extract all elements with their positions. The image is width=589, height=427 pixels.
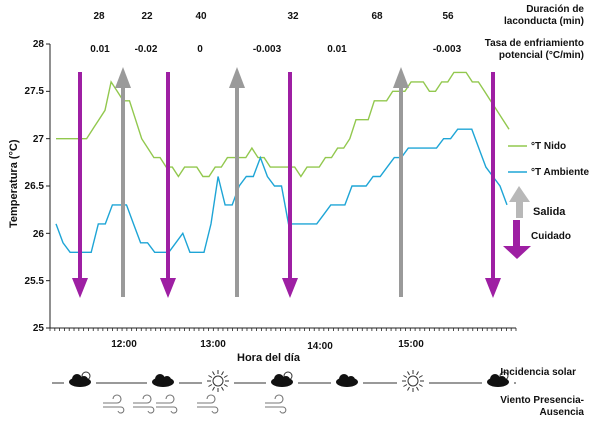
wind-icon bbox=[103, 394, 122, 404]
legend-label-salida: Salida bbox=[533, 206, 566, 218]
weather-gap bbox=[202, 375, 234, 387]
rate-value: -0.003 bbox=[432, 44, 462, 55]
sun-ray bbox=[416, 371, 419, 376]
sun-ray bbox=[208, 375, 213, 378]
cloud-puff bbox=[163, 376, 171, 384]
rate-value: 0 bbox=[197, 44, 203, 55]
sun-ray bbox=[212, 371, 215, 376]
duration-value: 28 bbox=[93, 11, 105, 22]
cloud-puff bbox=[155, 374, 165, 384]
duration-value: 22 bbox=[141, 11, 153, 22]
wind-icon bbox=[197, 394, 216, 404]
wind-icon bbox=[133, 406, 155, 414]
y-tick-label: 26.5 bbox=[24, 181, 44, 192]
sun-ray bbox=[212, 386, 215, 391]
legend-label-cuidado: Cuidado bbox=[531, 231, 571, 242]
cuidado-arrow-head bbox=[282, 278, 298, 298]
y-tick-label: 28 bbox=[32, 39, 44, 50]
cloud-puff bbox=[80, 376, 88, 384]
wind-icon bbox=[156, 406, 178, 414]
duration-value: 56 bbox=[442, 11, 454, 22]
cloud-puff bbox=[274, 374, 284, 384]
wind-icon bbox=[156, 394, 175, 404]
sun-ray bbox=[403, 375, 408, 378]
wind-icon bbox=[265, 394, 284, 404]
rate-label: Tasa de enfriamiento potencial (°C/min) bbox=[484, 38, 584, 61]
sun-ray bbox=[407, 371, 410, 376]
legend-salida-head bbox=[509, 186, 530, 202]
x-tick-label: 13:00 bbox=[200, 339, 226, 350]
y-axis-label: Temperatura (°C) bbox=[8, 139, 20, 228]
legend-salida-shaft bbox=[516, 200, 523, 218]
y-tick-label: 26 bbox=[32, 229, 44, 240]
duration-value: 32 bbox=[287, 11, 299, 22]
x-tick-label: 12:00 bbox=[111, 339, 137, 350]
salida-arrow-head bbox=[229, 67, 245, 88]
legend-label-ambiente: °T Ambiente bbox=[531, 167, 589, 178]
cloud-puff bbox=[498, 376, 506, 384]
y-tick-label: 27.5 bbox=[24, 86, 44, 97]
wind-icon bbox=[197, 406, 219, 414]
sun-icon bbox=[407, 375, 419, 387]
sun-ray bbox=[223, 375, 228, 378]
x-tick-label: 15:00 bbox=[398, 339, 424, 350]
cloud-puff bbox=[339, 374, 349, 384]
series-line-ambiente bbox=[55, 128, 508, 254]
rate-value: -0.003 bbox=[252, 44, 282, 55]
sun-ray bbox=[418, 384, 423, 387]
x-axis-label: Hora del día bbox=[237, 352, 300, 364]
wind-label: Viento Presencia-Ausencia bbox=[500, 395, 584, 418]
cloud-puff bbox=[282, 376, 290, 384]
sun-ray bbox=[223, 384, 228, 387]
cloud-puff bbox=[347, 376, 355, 384]
x-tick-label: 14:00 bbox=[307, 341, 333, 352]
duration-label: Duración de laconducta (min) bbox=[503, 4, 584, 27]
incidence-label: Incidencia solar bbox=[500, 367, 576, 378]
series-line-nido bbox=[56, 71, 510, 178]
salida-arrow-head bbox=[115, 67, 131, 88]
sun-ray bbox=[221, 386, 224, 391]
legend-cuidado-head bbox=[503, 246, 531, 259]
salida-arrow-head bbox=[393, 67, 409, 88]
sun-ray bbox=[221, 371, 224, 376]
cuidado-arrow-head bbox=[485, 278, 501, 298]
sun-ray bbox=[403, 384, 408, 387]
sun-icon bbox=[212, 375, 224, 387]
duration-value: 68 bbox=[371, 11, 383, 22]
wind-icon bbox=[103, 406, 125, 414]
rate-value: -0.02 bbox=[134, 44, 158, 55]
cuidado-arrow-head bbox=[160, 278, 176, 298]
sun-ray bbox=[407, 386, 410, 391]
wind-icon bbox=[265, 406, 287, 414]
cuidado-arrow-head bbox=[72, 278, 88, 298]
sun-ray bbox=[416, 386, 419, 391]
legend-cuidado-shaft bbox=[513, 220, 520, 246]
sun-ray bbox=[418, 375, 423, 378]
y-tick-label: 25.5 bbox=[24, 276, 44, 287]
duration-value: 40 bbox=[195, 11, 207, 22]
sun-ray bbox=[208, 384, 213, 387]
cloud-puff bbox=[72, 374, 82, 384]
rate-value: 0.01 bbox=[327, 44, 347, 55]
y-tick-label: 27 bbox=[32, 134, 44, 145]
wind-icon bbox=[133, 394, 152, 404]
legend-label-nido: °T Nido bbox=[531, 141, 567, 152]
cloud-puff bbox=[490, 374, 500, 384]
rate-value: 0.01 bbox=[90, 44, 110, 55]
y-tick-label: 25 bbox=[32, 323, 44, 334]
weather-gap bbox=[397, 375, 429, 387]
